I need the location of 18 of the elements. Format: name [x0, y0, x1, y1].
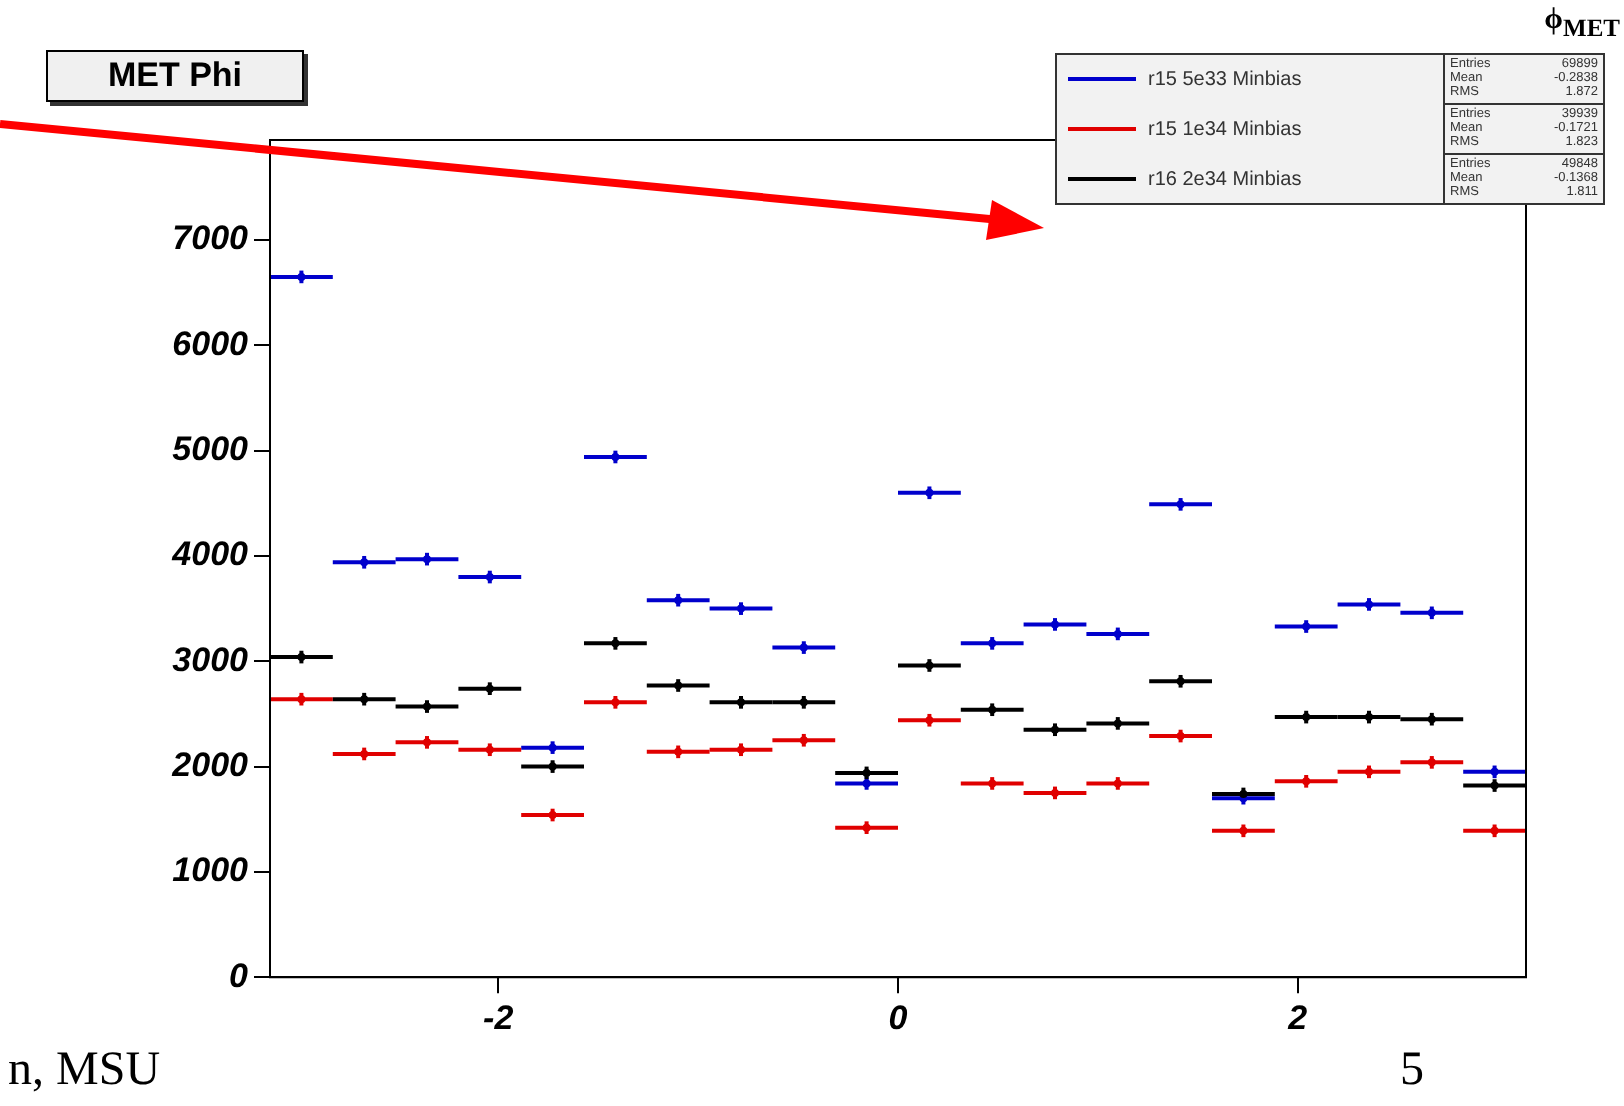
legend-label: r15 1e34 Minbias	[1148, 118, 1302, 141]
chart-title: MET Phi	[46, 50, 304, 102]
y-tick-label: 6000	[172, 324, 250, 363]
x-tick-label: 2	[1286, 998, 1309, 1037]
text: n, MSU	[8, 1044, 161, 1098]
y-tick-label: 3000	[172, 640, 250, 679]
y-tick-label: 1000	[172, 851, 250, 890]
y-tick-label: 0	[229, 956, 250, 995]
y-tick-label: 2000	[170, 745, 250, 784]
legend-label: r16 2e34 Minbias	[1148, 168, 1302, 191]
y-tick-label: 4000	[170, 535, 250, 574]
x-tick-label: -2	[483, 998, 515, 1037]
x-axis-title: ϕ$_{MET}$	[1544, 4, 1620, 44]
y-tick-label: 7000	[172, 219, 250, 258]
text: 5	[1400, 1044, 1424, 1098]
y-tick-label: 5000	[172, 430, 250, 469]
legend-label: r15 5e33 Minbias	[1148, 68, 1302, 91]
x-tick-label: 0	[888, 998, 909, 1037]
